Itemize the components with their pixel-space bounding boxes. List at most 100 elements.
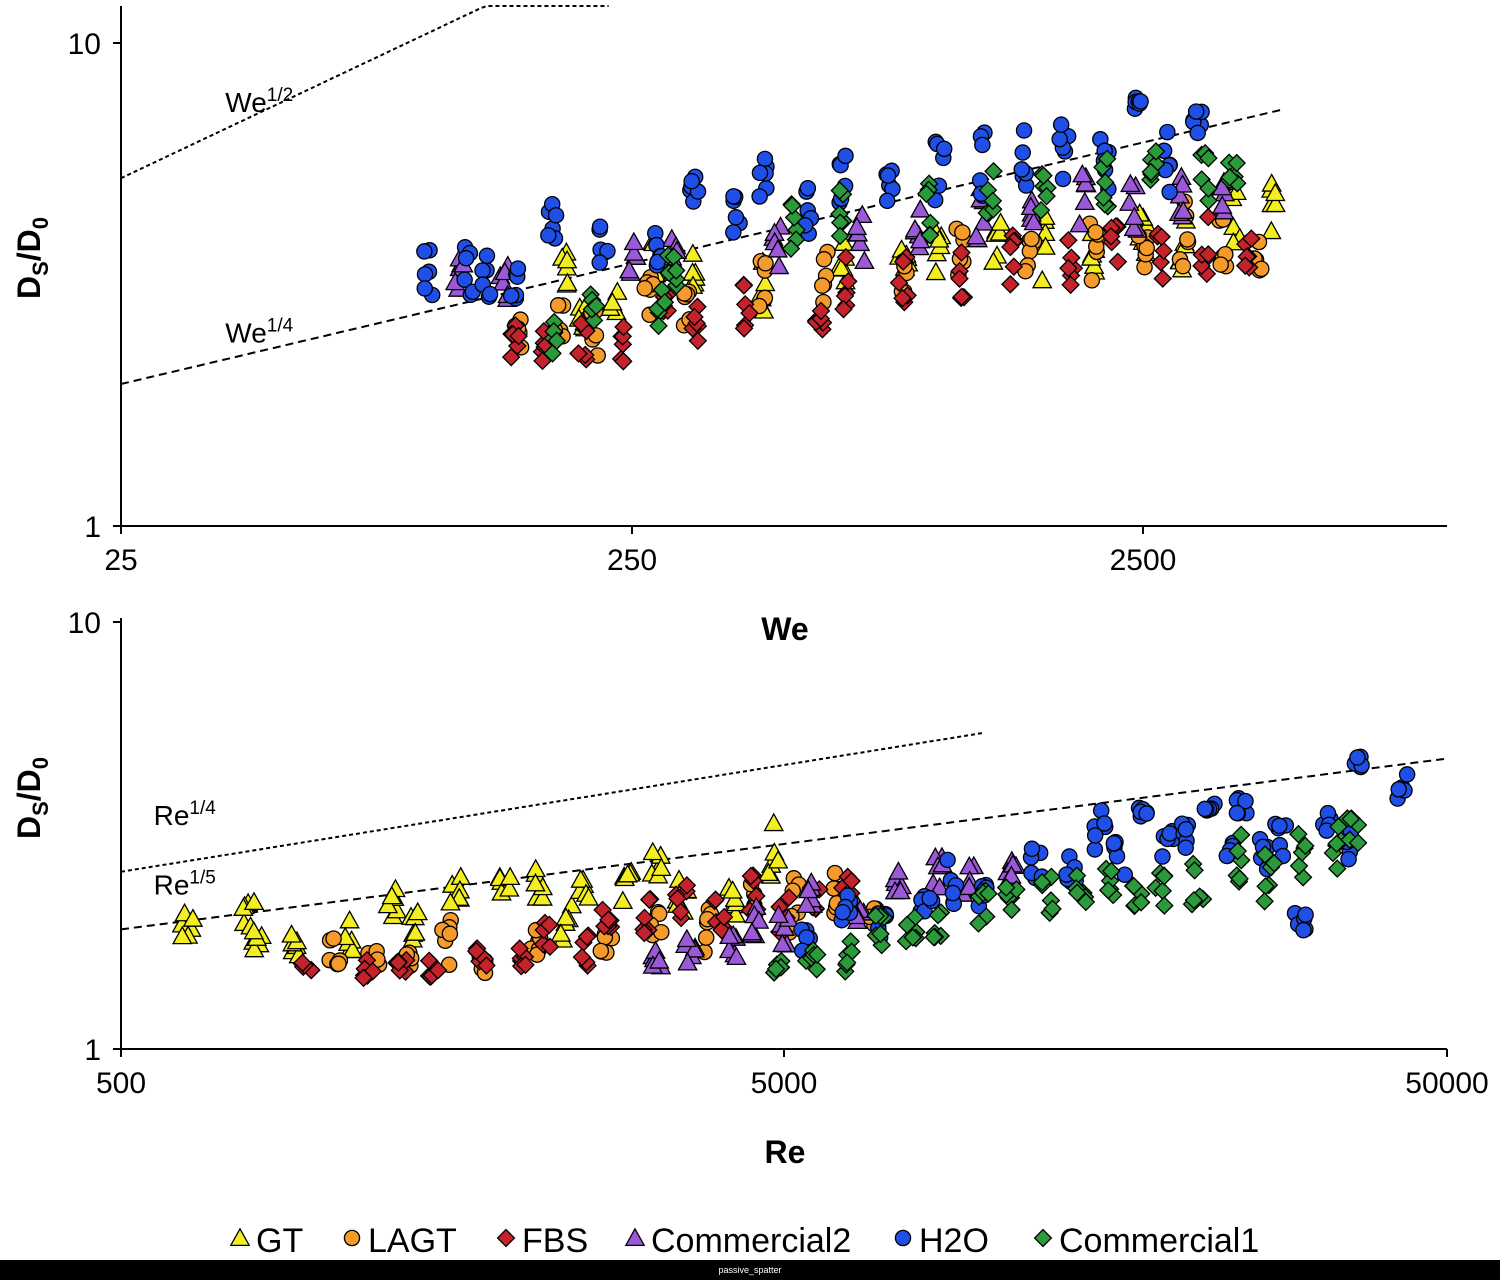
legend-marker-fbs <box>496 1228 516 1248</box>
data-point-gt <box>377 894 399 914</box>
data-point-commercial1 <box>1341 809 1361 829</box>
data-point-h2o <box>1023 840 1041 858</box>
x-tick-label: 500 <box>96 1067 146 1100</box>
data-point-fbs <box>477 956 496 975</box>
data-point-fbs <box>734 319 754 338</box>
data-point-fbs <box>577 927 597 947</box>
data-point-commercial2 <box>1172 174 1193 193</box>
reference-line-1-4 <box>120 731 984 873</box>
x-tick-label: 2500 <box>1110 544 1177 577</box>
data-point-commercial2 <box>1074 191 1096 211</box>
data-point-h2o <box>547 207 565 224</box>
data-point-commercial1 <box>1231 825 1251 845</box>
data-point-lagt <box>650 905 668 923</box>
data-point-commercial1 <box>1228 841 1248 861</box>
data-point-commercial1 <box>1032 873 1052 892</box>
data-point-h2o <box>1237 792 1254 810</box>
legend-item-lagt: LAGT <box>343 1222 457 1260</box>
data-point-fbs <box>389 953 408 972</box>
data-point-h2o <box>1187 103 1205 120</box>
data-point-h2o <box>1177 821 1195 838</box>
data-point-fbs <box>706 890 725 909</box>
data-point-h2o <box>756 150 774 168</box>
legend-label: GT <box>256 1222 303 1260</box>
data-point-h2o <box>1177 839 1194 856</box>
data-point-h2o <box>939 851 956 869</box>
data-point-h2o <box>1154 848 1171 865</box>
data-point-fbs <box>509 326 528 346</box>
data-point-commercial2 <box>796 894 817 914</box>
data-point-commercial1 <box>1146 142 1166 161</box>
y-tick-label: 10 <box>68 28 101 61</box>
data-point-h2o <box>727 209 745 226</box>
data-point-fbs <box>1061 275 1080 295</box>
data-point-commercial1 <box>1220 167 1240 187</box>
data-point-lagt <box>697 929 715 946</box>
data-point-lagt <box>592 942 610 960</box>
data-point-fbs <box>952 287 972 307</box>
reference-line-label-exponent: 1/2 <box>267 85 293 106</box>
y-axis-label: DS/D0 <box>11 757 53 839</box>
data-point-lagt <box>653 923 670 941</box>
data-point-h2o <box>879 167 897 184</box>
legend-item-commercial1: Commercial1 <box>1033 1222 1259 1260</box>
data-point-lagt <box>1174 257 1192 275</box>
data-point-commercial2 <box>772 933 793 953</box>
data-point-fbs <box>569 344 588 363</box>
data-point-commercial2 <box>973 212 994 231</box>
reference-line-label: We1/4 <box>225 315 293 348</box>
x-axis-label: Re <box>765 1134 806 1170</box>
data-point-fbs <box>838 272 858 291</box>
data-point-commercial2 <box>726 946 747 965</box>
reference-line-label: Re1/5 <box>154 868 216 901</box>
data-point-fbs <box>501 347 521 367</box>
data-point-h2o <box>591 254 608 271</box>
data-point-gt <box>983 251 1004 270</box>
data-point-gt <box>1265 193 1286 213</box>
data-point-commercial1 <box>1255 891 1274 911</box>
data-point-h2o <box>1086 841 1104 858</box>
data-point-commercial2 <box>1124 206 1145 226</box>
data-point-h2o <box>540 227 557 244</box>
data-point-gt <box>602 291 623 311</box>
data-point-lagt <box>757 255 774 272</box>
data-point-gt <box>1035 236 1056 255</box>
data-point-commercial2 <box>768 255 790 275</box>
data-points <box>416 89 1286 371</box>
data-point-commercial1 <box>1098 880 1118 900</box>
data-point-h2o <box>1051 130 1068 148</box>
data-point-h2o <box>921 889 938 907</box>
data-point-h2o <box>416 280 434 297</box>
data-point-commercial1 <box>784 208 804 227</box>
data-point-h2o <box>725 224 742 241</box>
data-point-commercial1 <box>979 884 998 903</box>
data-point-h2o <box>799 179 817 197</box>
data-point-fbs <box>293 953 312 973</box>
data-point-fbs <box>510 939 529 958</box>
data-point-gt <box>342 939 363 959</box>
data-point-lagt <box>441 925 459 943</box>
data-point-fbs <box>428 960 448 980</box>
data-point-commercial1 <box>897 915 917 935</box>
data-point-commercial2 <box>854 250 875 270</box>
data-point-h2o <box>725 188 742 205</box>
data-point-commercial2 <box>1120 173 1141 193</box>
data-point-commercial1 <box>1155 896 1174 915</box>
data-point-commercial1 <box>984 161 1003 181</box>
data-point-h2o <box>416 243 433 260</box>
data-point-fbs <box>1151 252 1171 272</box>
legend-marker-h2o <box>894 1229 912 1247</box>
data-point-h2o <box>481 285 499 303</box>
data-point-fbs <box>599 910 618 930</box>
data-point-fbs <box>1198 207 1218 227</box>
data-point-fbs <box>688 331 708 351</box>
data-point-gt <box>556 249 578 269</box>
data-point-commercial2 <box>1172 200 1194 220</box>
data-point-fbs <box>1198 245 1218 264</box>
data-point-commercial1 <box>1034 166 1053 185</box>
axis-ticks: 500 5000 50000 1 10 <box>68 607 1489 1100</box>
data-point-commercial2 <box>1072 163 1093 183</box>
data-point-commercial1 <box>543 344 562 363</box>
data-point-gt <box>561 894 583 914</box>
